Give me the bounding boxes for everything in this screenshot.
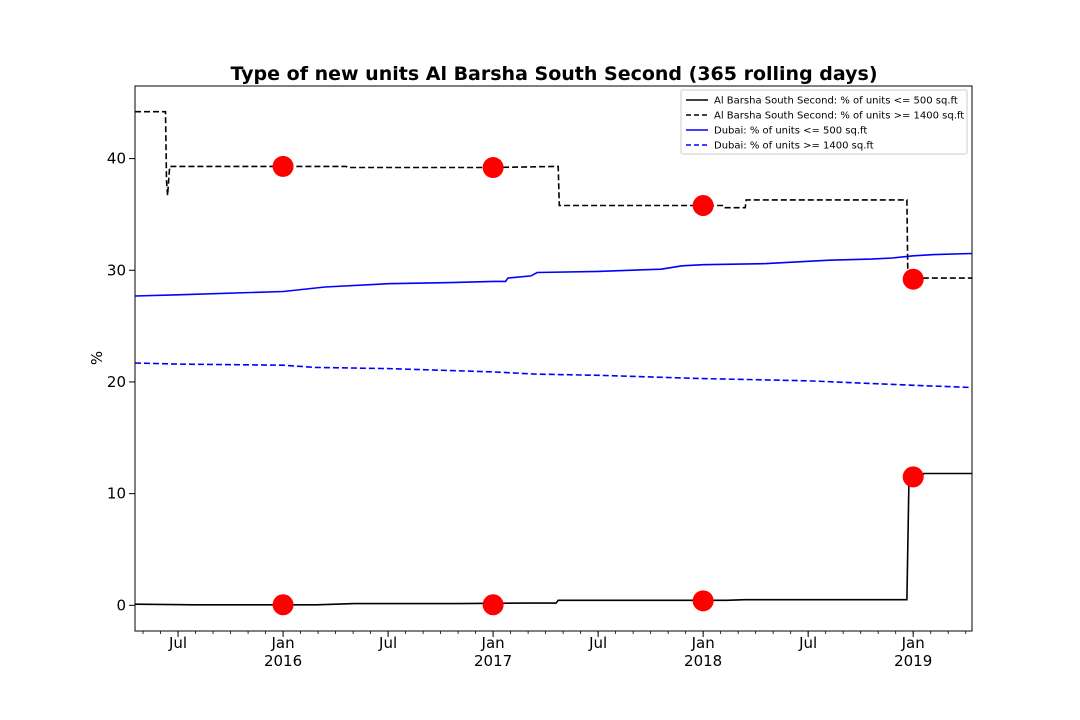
legend-label: Dubai: % of units <= 500 sq.ft [714, 126, 867, 137]
y-tick-label: 20 [107, 373, 126, 391]
series-line-2 [135, 110, 972, 283]
marker-point [272, 594, 294, 616]
series-line-3 [134, 252, 973, 297]
y-tick-label: 0 [116, 596, 126, 614]
marker-point [692, 194, 714, 216]
series-layer [134, 110, 973, 606]
x-tick-label: Jan [271, 634, 295, 652]
marker-point [692, 590, 714, 612]
x-tick-year-label: 2019 [894, 652, 932, 670]
y-axis-label: % [88, 351, 106, 365]
x-tick-label: Jul [798, 634, 817, 652]
x-tick-label: Jul [588, 634, 607, 652]
marker-point [902, 466, 924, 488]
y-tick-label: 10 [107, 485, 126, 503]
x-tick-label: Jul [378, 634, 397, 652]
x-tick-year-label: 2018 [684, 652, 722, 670]
series-line-1 [134, 472, 972, 606]
x-tick-label: Jan [901, 634, 925, 652]
legend-label: Al Barsha South Second: % of units >= 14… [714, 111, 964, 122]
x-tick-year-label: 2016 [264, 652, 302, 670]
x-tick-year-label: 2017 [474, 652, 512, 670]
chart-title: Type of new units Al Barsha South Second… [230, 63, 877, 85]
marker-point [902, 268, 924, 290]
marker-layer [272, 155, 924, 616]
marker-point [482, 157, 504, 179]
legend-label: Dubai: % of units >= 1400 sq.ft [714, 141, 874, 152]
x-tick-label: Jan [481, 634, 505, 652]
axes-frame [134, 85, 973, 632]
x-tick-label: Jan [691, 634, 715, 652]
x-tick-label: Jul [168, 634, 187, 652]
marker-point [482, 594, 504, 616]
y-tick-label: 30 [107, 261, 126, 279]
series-line-4 [134, 362, 973, 389]
legend-box [680, 89, 968, 155]
marker-point [272, 155, 294, 177]
legend-label: Al Barsha South Second: % of units <= 50… [714, 96, 958, 107]
y-tick-label: 40 [107, 150, 126, 168]
legend: Al Barsha South Second: % of units <= 50… [680, 89, 968, 155]
